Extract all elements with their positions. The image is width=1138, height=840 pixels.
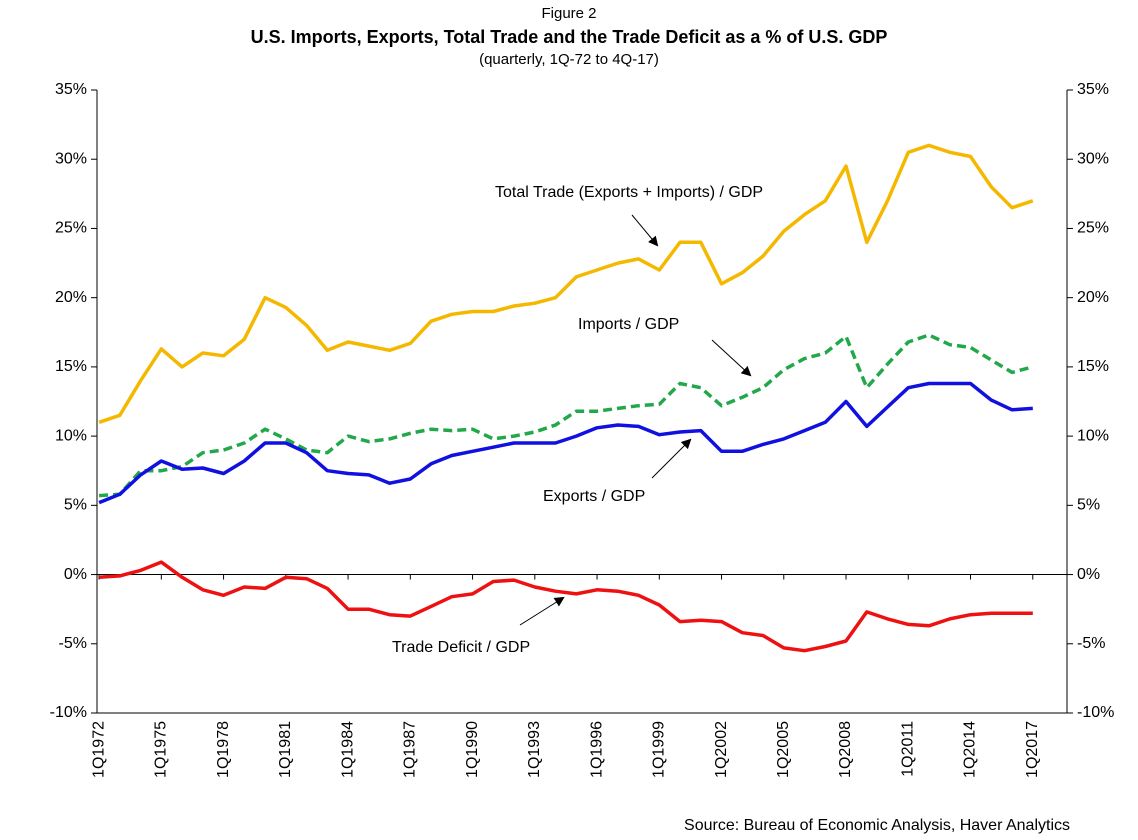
- x-tick-label: 1Q1978: [215, 721, 232, 778]
- x-tick-label: 1Q1981: [277, 721, 294, 778]
- y-tick-label: 0%: [64, 566, 87, 583]
- x-tick-label: 1Q1987: [402, 721, 419, 778]
- y-tick-label: 10%: [55, 427, 87, 444]
- y2-tick-label: 15%: [1077, 358, 1109, 375]
- arrow: [519, 596, 565, 626]
- x-tick-label: 1Q2014: [962, 721, 979, 778]
- x-tick-label: 1Q2011: [899, 721, 916, 777]
- y2-tick-label: 5%: [1077, 497, 1100, 514]
- y2-tick-label: 25%: [1077, 220, 1109, 237]
- y2-tick-label: -5%: [1077, 635, 1105, 652]
- annotation: Exports / GDP: [543, 488, 645, 505]
- y-tick-label: -5%: [59, 635, 87, 652]
- arrow: [631, 214, 659, 247]
- y-tick-label: 30%: [55, 150, 87, 167]
- y-tick-label: 35%: [55, 81, 87, 98]
- x-tick-label: 1Q1996: [588, 721, 605, 778]
- x-tick-label: 1Q2002: [713, 721, 730, 778]
- chart-title: U.S. Imports, Exports, Total Trade and t…: [251, 27, 888, 47]
- x-tick-label: 1Q1990: [464, 721, 481, 778]
- y2-tick-label: 0%: [1077, 566, 1100, 583]
- x-tick-label: 1Q1999: [651, 721, 668, 778]
- x-tick-label: 1Q2005: [775, 721, 792, 778]
- x-tick-label: 1Q2008: [837, 721, 854, 778]
- series-line: [98, 143, 1034, 424]
- y-tick-label: 20%: [55, 289, 87, 306]
- x-tick-label: 1Q2017: [1024, 721, 1041, 778]
- y2-tick-label: -10%: [1077, 704, 1114, 721]
- y2-tick-label: 10%: [1077, 427, 1109, 444]
- x-tick-label: 1Q1975: [153, 721, 170, 778]
- arrow: [651, 438, 692, 479]
- y-tick-label: -10%: [50, 704, 87, 721]
- y-tick-label: 5%: [64, 497, 87, 514]
- x-tick-label: 1Q1984: [339, 721, 356, 778]
- chart-subtitle: (quarterly, 1Q-72 to 4Q-17): [479, 51, 659, 68]
- y-tick-label: 25%: [55, 220, 87, 237]
- x-tick-label: 1Q1972: [90, 721, 107, 778]
- series-line: [98, 560, 1033, 653]
- y2-tick-label: 35%: [1077, 81, 1109, 98]
- arrow: [711, 339, 752, 377]
- series-line: [98, 381, 1033, 505]
- annotation: Trade Deficit / GDP: [392, 639, 530, 656]
- figure-label: Figure 2: [541, 5, 596, 22]
- series-line: [98, 333, 1034, 498]
- annotation: Imports / GDP: [578, 316, 679, 333]
- source: Source: Bureau of Economic Analysis, Hav…: [684, 817, 1070, 834]
- y2-tick-label: 20%: [1077, 289, 1109, 306]
- y-tick-label: 15%: [55, 358, 87, 375]
- y2-tick-label: 30%: [1077, 150, 1109, 167]
- x-tick-label: 1Q1993: [526, 721, 543, 778]
- annotation: Total Trade (Exports + Imports) / GDP: [495, 184, 763, 201]
